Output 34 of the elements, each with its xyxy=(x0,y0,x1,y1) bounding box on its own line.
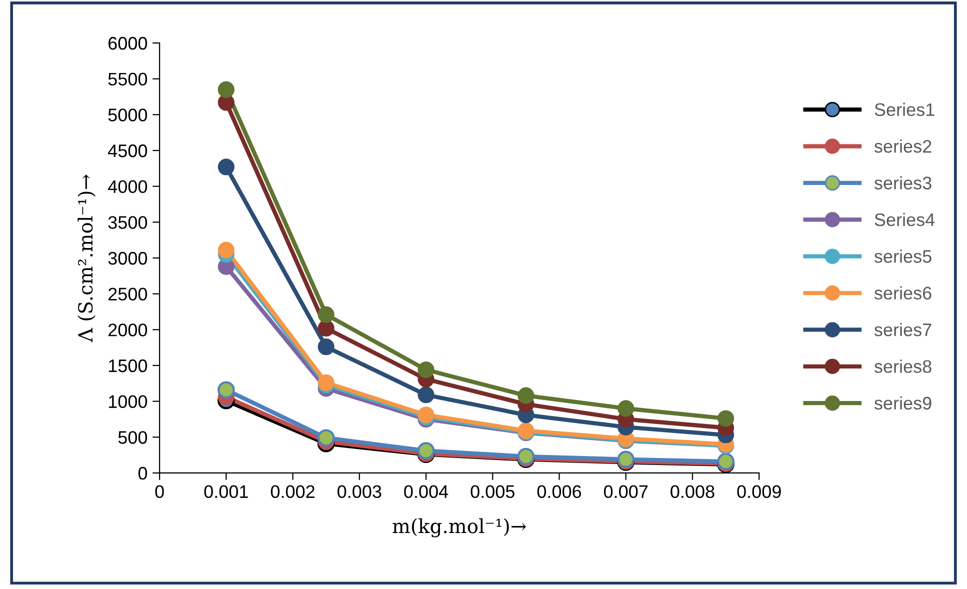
y-tick-label: 500 xyxy=(118,431,148,444)
x-tick-label: 0.008 xyxy=(670,485,714,498)
y-tick-label: 3000 xyxy=(108,252,148,265)
legend-label: series3 xyxy=(874,176,932,190)
x-axis-title: m(kg.mol⁻¹)→ xyxy=(392,518,526,538)
legend-label: series2 xyxy=(874,139,932,153)
legend-label: series5 xyxy=(874,250,932,263)
x-tick-label: 0.007 xyxy=(604,485,648,498)
legend-label: series6 xyxy=(874,286,932,300)
y-tick-label: 2500 xyxy=(108,288,148,301)
y-tick-label: 2000 xyxy=(108,324,148,336)
x-tick-label: 0.006 xyxy=(537,485,582,498)
x-tick-label: 0.005 xyxy=(470,485,514,498)
y-tick-label: 3500 xyxy=(108,216,148,229)
legend-label: series7 xyxy=(874,322,932,336)
x-tick-label: 0.004 xyxy=(404,485,448,498)
y-tick-label: 4500 xyxy=(108,144,148,158)
x-tick-label: 0.003 xyxy=(338,485,382,498)
x-tick-label: 0 xyxy=(155,485,164,498)
y-tick-label: 0 xyxy=(138,466,148,480)
y-tick-label: 4000 xyxy=(108,180,148,194)
x-tick-label: 0.002 xyxy=(270,485,314,498)
y-tick-label: 6000 xyxy=(108,36,148,50)
legend-label: Series1 xyxy=(874,102,934,116)
y-tick-label: 1500 xyxy=(108,359,148,372)
x-tick-label: 0.001 xyxy=(204,485,248,498)
legend-label: series9 xyxy=(874,396,932,410)
legend-label: Series4 xyxy=(874,212,935,226)
x-tick-label: 0.009 xyxy=(737,485,781,498)
y-tick-label: 1000 xyxy=(108,395,148,408)
legend-label: series8 xyxy=(874,360,932,373)
y-tick-label: 5000 xyxy=(108,108,148,122)
y-axis-title: Λ (S.cm².mol⁻¹)→ xyxy=(78,174,96,342)
y-tick-label: 5500 xyxy=(108,72,148,86)
